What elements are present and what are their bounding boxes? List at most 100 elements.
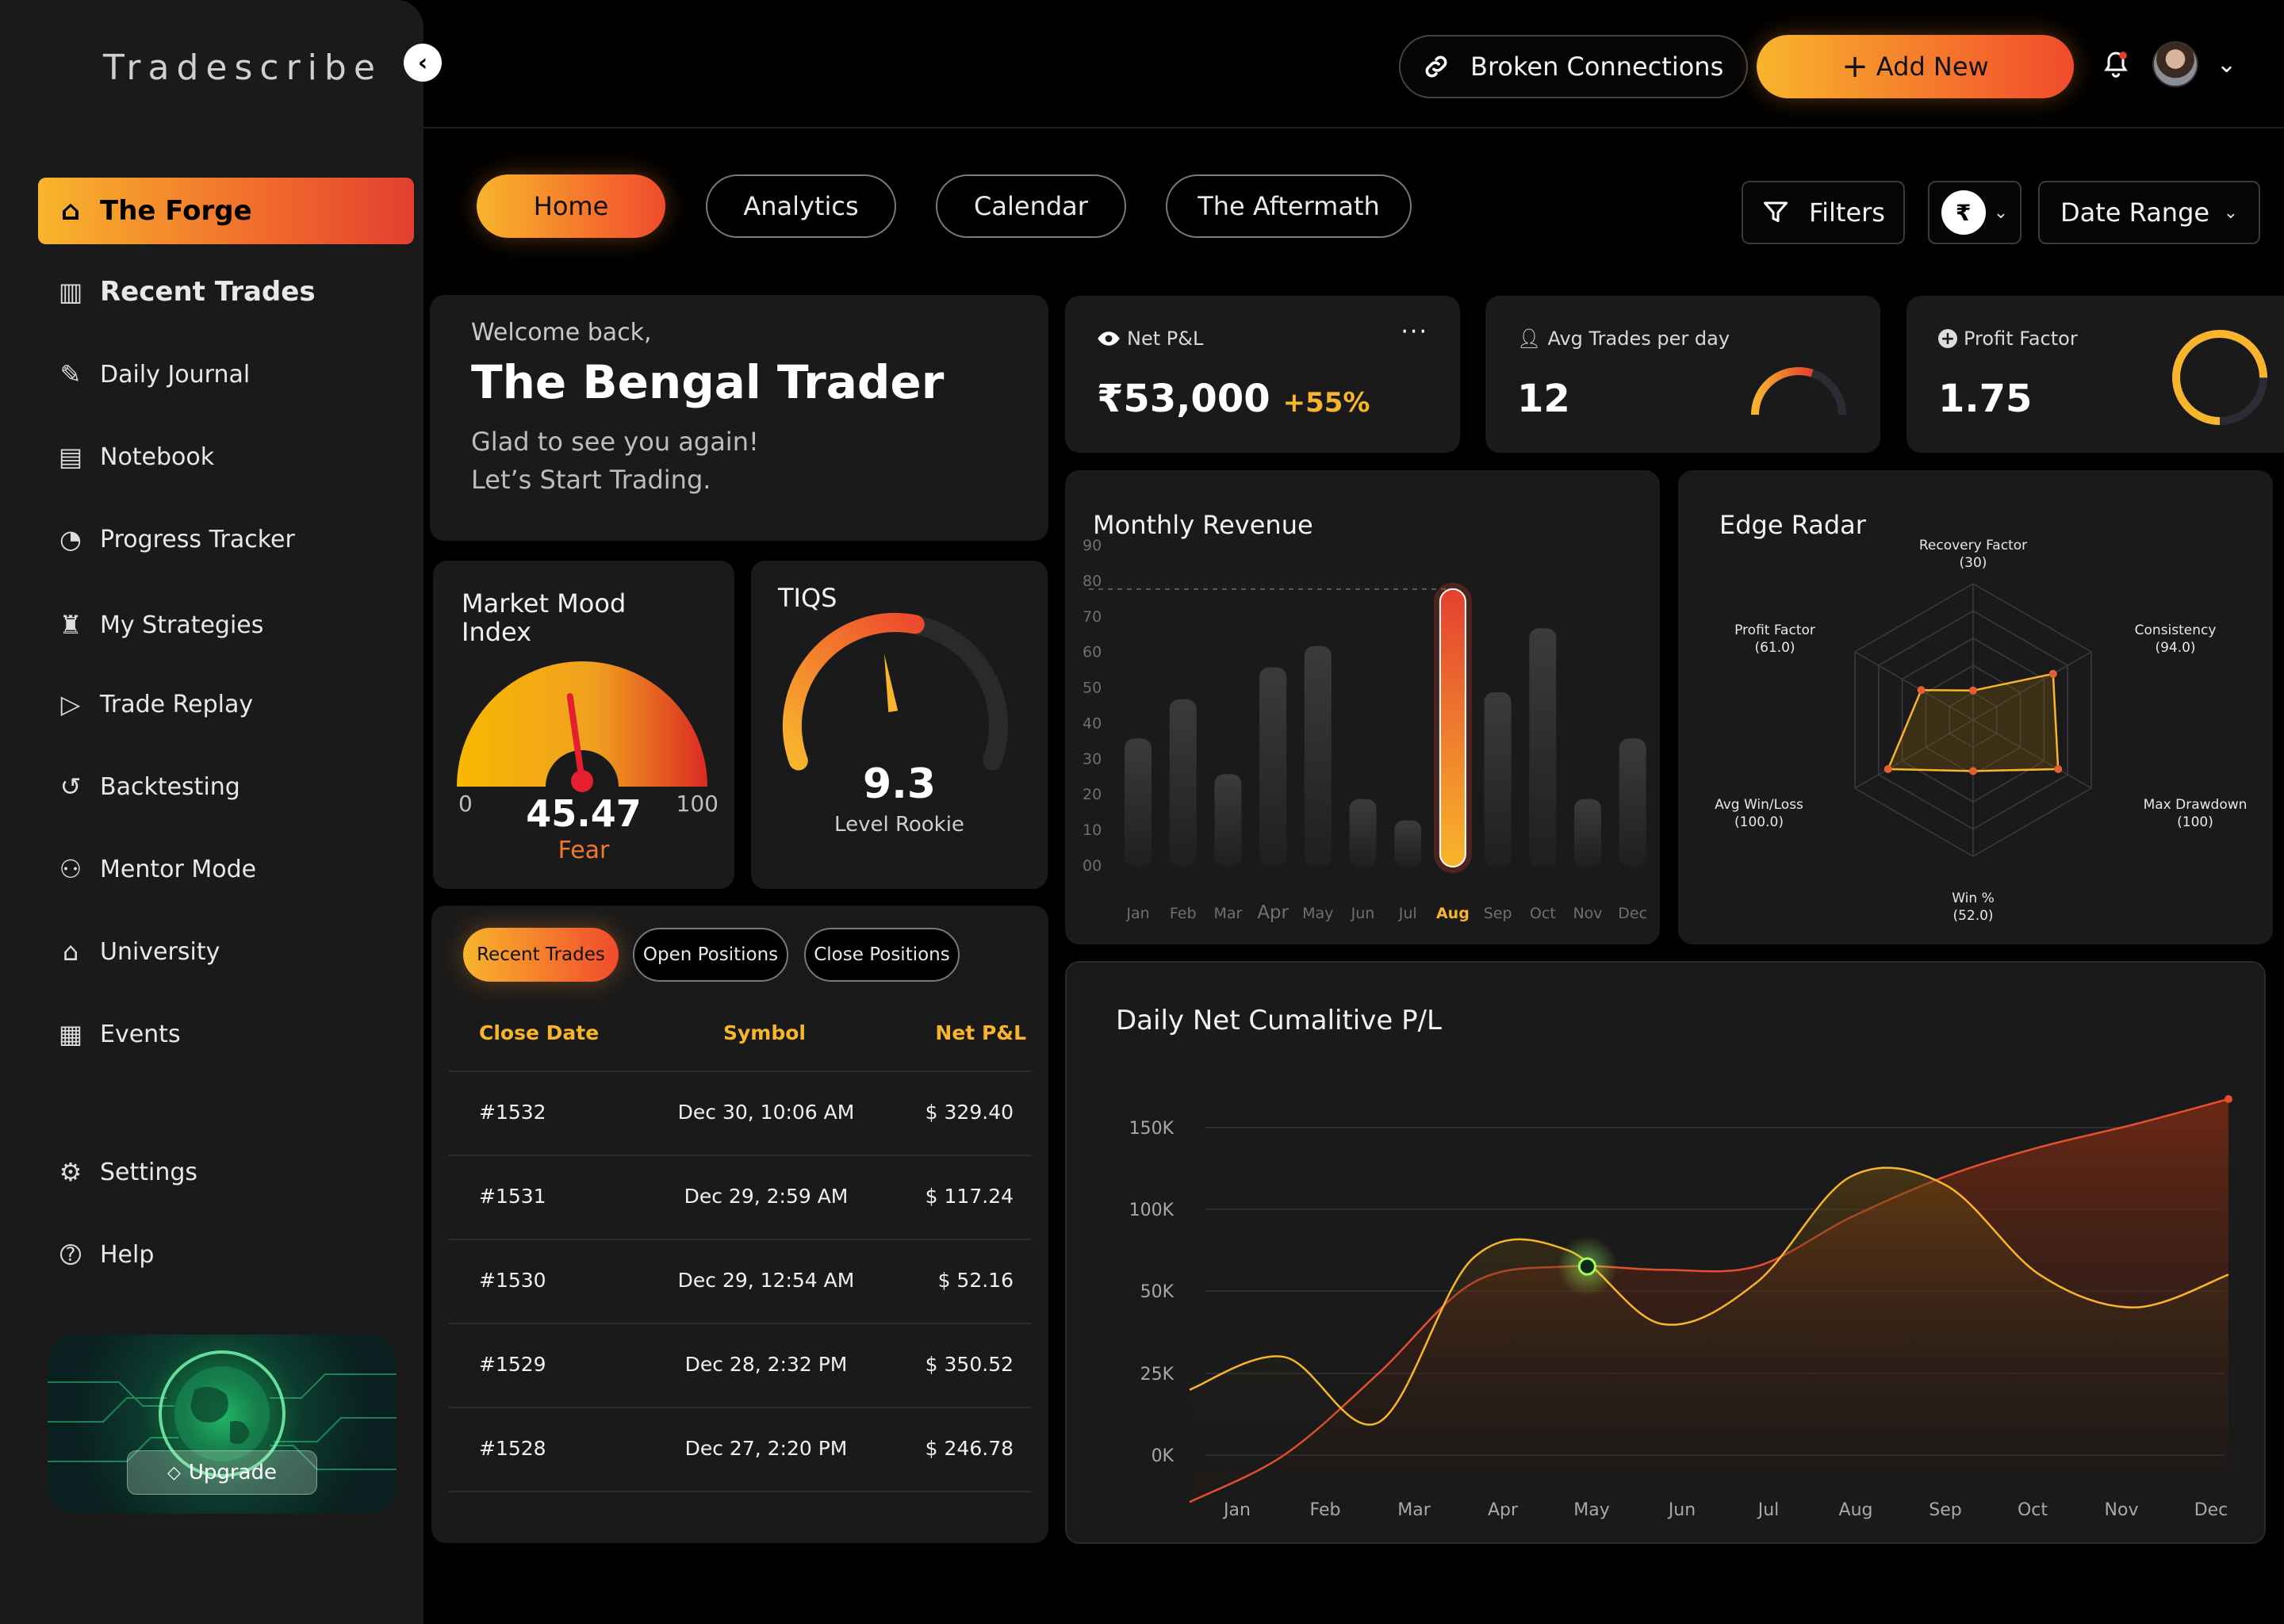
radar-point[interactable] bbox=[1969, 767, 1977, 776]
radar-point[interactable] bbox=[1969, 686, 1977, 695]
table-row[interactable]: #1528 Dec 27, 2:20 PM $ 246.78 bbox=[449, 1407, 1031, 1491]
mood-gauge bbox=[457, 661, 707, 792]
column-header-net-p-l[interactable]: Net P&L bbox=[935, 1021, 1026, 1044]
x-tick-label: May bbox=[1573, 1500, 1609, 1520]
bar-mar[interactable] bbox=[1214, 774, 1242, 867]
series-line-1[interactable] bbox=[1189, 1166, 2229, 1426]
tab-calendar[interactable]: Calendar bbox=[936, 174, 1126, 238]
table-row[interactable]: #1529 Dec 28, 2:32 PM $ 350.52 bbox=[449, 1323, 1031, 1407]
upgrade-button[interactable]: ◇ Upgrade bbox=[127, 1450, 317, 1495]
sidebar-item-the-forge[interactable]: ⌂ The Forge bbox=[38, 178, 414, 244]
plus-icon: + bbox=[1841, 48, 1868, 85]
radar-spoke bbox=[1972, 651, 2092, 721]
diamond-icon: ◇ bbox=[167, 1462, 181, 1483]
net-pl-card: Net P&L ··· ₹53,000 +55% bbox=[1065, 296, 1460, 453]
series-end-point[interactable] bbox=[2225, 1095, 2232, 1103]
journal-icon: ✎ bbox=[59, 359, 82, 389]
trade-id: #1530 bbox=[479, 1269, 546, 1292]
trade-tab-open-positions[interactable]: Open Positions bbox=[633, 928, 788, 982]
strategy-icon: ♜ bbox=[59, 610, 82, 640]
bar-oct[interactable] bbox=[1529, 628, 1557, 867]
sidebar-item-university[interactable]: ⌂ University bbox=[38, 918, 414, 985]
currency-select[interactable]: ₹ ⌄ bbox=[1928, 181, 2021, 244]
sidebar-item-recent-trades[interactable]: ▥ Recent Trades bbox=[38, 259, 414, 325]
bar-jul[interactable] bbox=[1394, 820, 1422, 867]
bar-dec[interactable] bbox=[1619, 738, 1646, 867]
tab-home[interactable]: Home bbox=[477, 174, 665, 238]
sidebar-item-mentor-mode[interactable]: ⚇ Mentor Mode bbox=[38, 836, 414, 902]
bar-jun[interactable] bbox=[1349, 799, 1377, 867]
sidebar-item-backtesting[interactable]: ↺ Backtesting bbox=[38, 753, 414, 820]
x-tick-label: Sep bbox=[1484, 905, 1512, 922]
tab-analytics[interactable]: Analytics bbox=[706, 174, 896, 238]
radar-point[interactable] bbox=[1917, 686, 1926, 695]
bar-jan[interactable] bbox=[1125, 738, 1152, 867]
table-row[interactable]: #1531 Dec 29, 2:59 AM $ 117.24 bbox=[449, 1155, 1031, 1239]
trade-pnl: $ 329.40 bbox=[925, 1101, 1014, 1124]
trade-id: #1531 bbox=[479, 1185, 546, 1208]
profit-factor-card: + Profit Factor 1.75 bbox=[1907, 296, 2284, 453]
bar-apr[interactable] bbox=[1259, 667, 1287, 867]
date-range-label: Date Range bbox=[2060, 197, 2210, 228]
avatar[interactable] bbox=[2152, 41, 2198, 87]
sidebar-item-trade-replay[interactable]: ▷ Trade Replay bbox=[38, 671, 414, 737]
bar-may[interactable] bbox=[1304, 645, 1332, 867]
radar-point[interactable] bbox=[1884, 764, 1892, 773]
bar-aug[interactable] bbox=[1439, 588, 1466, 868]
y-tick-label: 150K bbox=[1129, 1119, 1175, 1139]
edge-radar-title: Edge Radar bbox=[1719, 510, 1867, 540]
sidebar-item-label: Notebook bbox=[100, 442, 215, 471]
upgrade-card: ◇ Upgrade bbox=[48, 1335, 397, 1514]
table-row[interactable]: #1530 Dec 29, 12:54 AM $ 52.16 bbox=[449, 1239, 1031, 1323]
highlight-point[interactable] bbox=[1577, 1257, 1596, 1276]
table-row[interactable]: #1532 Dec 30, 10:06 AM $ 329.40 bbox=[449, 1071, 1031, 1155]
bar-nov[interactable] bbox=[1574, 799, 1601, 867]
more-options-icon[interactable]: ··· bbox=[1401, 318, 1428, 346]
eye-icon bbox=[1098, 331, 1120, 346]
plus-circle-icon: + bbox=[1938, 329, 1957, 349]
x-tick-label: Oct bbox=[1530, 905, 1556, 922]
filters-button[interactable]: Filters bbox=[1742, 181, 1905, 244]
add-new-button[interactable]: + Add New bbox=[1757, 35, 2074, 98]
edge-radar-chart: Edge Radar Recovery Factor (30) Consistenc… bbox=[1715, 510, 2247, 924]
column-header-close-date[interactable]: Close Date bbox=[479, 1021, 600, 1044]
trade-pnl: $ 117.24 bbox=[925, 1185, 1014, 1208]
circuit-art bbox=[48, 1350, 397, 1477]
collapse-sidebar-button[interactable]: ‹ bbox=[404, 44, 442, 82]
broken-connections-button[interactable]: Broken Connections bbox=[1399, 35, 1748, 98]
sidebar-item-settings[interactable]: ⚙ Settings bbox=[38, 1139, 414, 1205]
sidebar-item-daily-journal[interactable]: ✎ Daily Journal bbox=[38, 341, 414, 408]
avg-trades-label: Avg Trades per day bbox=[1547, 327, 1730, 350]
daily-cumulative-card: Daily Net Cumalitive P/L 0K 25K 50K 100K 150… bbox=[1065, 961, 2266, 1544]
trade-tab-recent-trades[interactable]: Recent Trades bbox=[463, 928, 619, 982]
chevron-down-icon: ⌄ bbox=[1993, 202, 2009, 223]
x-tick-label: Dec bbox=[1618, 905, 1647, 922]
date-range-select[interactable]: Date Range ⌄ bbox=[2038, 181, 2260, 244]
notifications-button[interactable] bbox=[2102, 49, 2130, 81]
sidebar-item-progress-tracker[interactable]: ◔ Progress Tracker bbox=[38, 506, 414, 573]
bar-sep[interactable] bbox=[1484, 692, 1512, 867]
sidebar-item-events[interactable]: ▦ Events bbox=[38, 1001, 414, 1067]
trade-tab-label: Open Positions bbox=[642, 944, 779, 965]
mood-max: 100 bbox=[676, 791, 719, 817]
x-tick-label: Mar bbox=[1213, 905, 1242, 922]
radar-point[interactable] bbox=[2048, 669, 2057, 678]
monthly-revenue-chart: Monthly Revenue 00 10 20 30 40 50 60 70 80 90 Jan F… bbox=[1083, 510, 1647, 923]
series-line-0[interactable] bbox=[1189, 1097, 2229, 1503]
sidebar-item-notebook[interactable]: ▤ Notebook bbox=[38, 423, 414, 490]
trade-tab-close-positions[interactable]: Close Positions bbox=[804, 928, 960, 982]
trade-id: #1528 bbox=[479, 1437, 546, 1460]
account-menu-chevron-icon[interactable]: ⌄ bbox=[2217, 51, 2237, 79]
sidebar-item-my-strategies[interactable]: ♜ My Strategies bbox=[38, 592, 414, 658]
radar-point[interactable] bbox=[2054, 764, 2063, 773]
tab-the-aftermath[interactable]: The Aftermath bbox=[1166, 174, 1412, 238]
broken-connections-label: Broken Connections bbox=[1470, 52, 1724, 82]
tab-label: Analytics bbox=[743, 191, 859, 221]
sidebar-item-help[interactable]: ? Help bbox=[38, 1221, 414, 1288]
bar-feb[interactable] bbox=[1169, 699, 1197, 867]
sidebar-item-label: Mentor Mode bbox=[100, 855, 257, 883]
link-icon bbox=[1425, 56, 1447, 78]
column-header-symbol[interactable]: Symbol bbox=[723, 1021, 806, 1044]
sidebar-item-label: Progress Tracker bbox=[100, 525, 295, 553]
net-pl-label: Net P&L bbox=[1127, 327, 1204, 350]
